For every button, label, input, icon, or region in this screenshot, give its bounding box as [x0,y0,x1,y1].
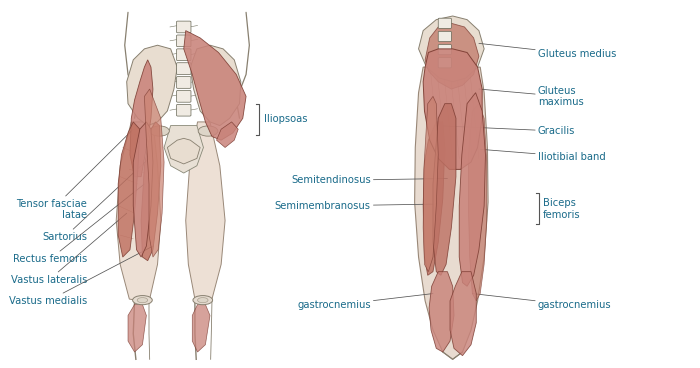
Polygon shape [419,16,484,82]
Text: Gracilis: Gracilis [434,125,575,136]
Text: Gluteus medius: Gluteus medius [479,43,616,59]
Polygon shape [144,89,164,257]
FancyBboxPatch shape [176,105,191,116]
Text: gastrocnemius: gastrocnemius [473,294,612,310]
FancyBboxPatch shape [176,49,191,61]
Polygon shape [216,122,238,148]
Polygon shape [167,138,200,164]
Polygon shape [118,122,140,257]
Polygon shape [141,122,161,261]
Polygon shape [133,122,153,257]
Polygon shape [459,93,486,286]
Ellipse shape [132,296,153,305]
Text: Iliotibial band: Iliotibial band [480,149,606,162]
Polygon shape [127,45,177,125]
Text: Semitendinosus: Semitendinosus [291,175,447,185]
Ellipse shape [193,296,213,305]
Polygon shape [184,31,246,140]
Text: Sartorius: Sartorius [42,159,149,242]
Ellipse shape [197,298,208,303]
Polygon shape [425,23,479,89]
Polygon shape [128,305,146,352]
Text: Vastus medialis: Vastus medialis [9,246,153,306]
Text: Gluteus
maximus: Gluteus maximus [479,85,584,107]
FancyBboxPatch shape [176,35,191,47]
Ellipse shape [137,298,148,303]
Polygon shape [433,104,456,275]
Text: Semimembranosus: Semimembranosus [274,201,436,211]
Polygon shape [423,96,438,272]
FancyBboxPatch shape [438,58,452,68]
FancyBboxPatch shape [438,45,452,55]
Text: Iliopsoas: Iliopsoas [264,114,307,124]
Polygon shape [186,122,225,301]
Polygon shape [450,272,476,355]
Text: Tensor fasciae
latae: Tensor fasciae latae [17,129,133,220]
Ellipse shape [150,126,169,136]
FancyBboxPatch shape [176,77,191,88]
Polygon shape [190,45,241,125]
Text: Rectus femoris: Rectus femoris [13,184,144,264]
Polygon shape [423,49,482,169]
FancyBboxPatch shape [176,63,191,74]
Polygon shape [164,125,204,173]
FancyBboxPatch shape [438,31,452,42]
FancyBboxPatch shape [438,18,452,28]
Ellipse shape [198,126,218,136]
FancyBboxPatch shape [176,21,191,33]
Text: Biceps
femoris: Biceps femoris [542,198,580,220]
FancyBboxPatch shape [176,91,191,102]
Polygon shape [423,122,445,275]
Polygon shape [414,67,488,359]
Polygon shape [116,122,161,301]
Polygon shape [429,272,454,352]
Polygon shape [468,104,486,301]
Polygon shape [130,60,153,177]
Text: Vastus lateralis: Vastus lateralis [11,213,127,285]
Polygon shape [193,305,210,352]
Text: gastrocnemius: gastrocnemius [297,294,433,310]
